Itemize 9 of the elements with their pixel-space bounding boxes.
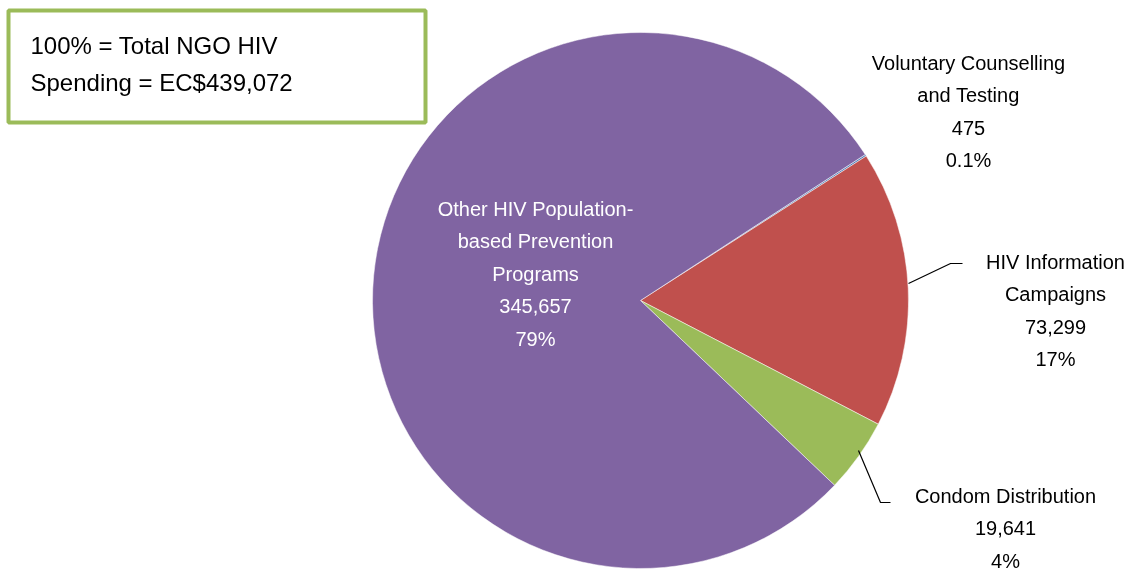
slice-label: Other HIV Population-based Prevention Programs xyxy=(437,197,634,285)
data-label: 73,299 17% xyxy=(1024,315,1087,370)
data-label: 19,641 4% xyxy=(974,517,1037,569)
slice-label: Voluntary Counselling and Testing xyxy=(871,51,1066,106)
text: 100% = Total NGO HIV Spending = EC$439,072 xyxy=(30,32,293,96)
slice-label: HIV Information Campaigns xyxy=(986,250,1125,305)
slice-label: Condom Distribution xyxy=(914,484,1097,507)
data-label: 475 0.1% xyxy=(945,116,992,171)
data-label: 345,657 79% xyxy=(499,295,572,350)
